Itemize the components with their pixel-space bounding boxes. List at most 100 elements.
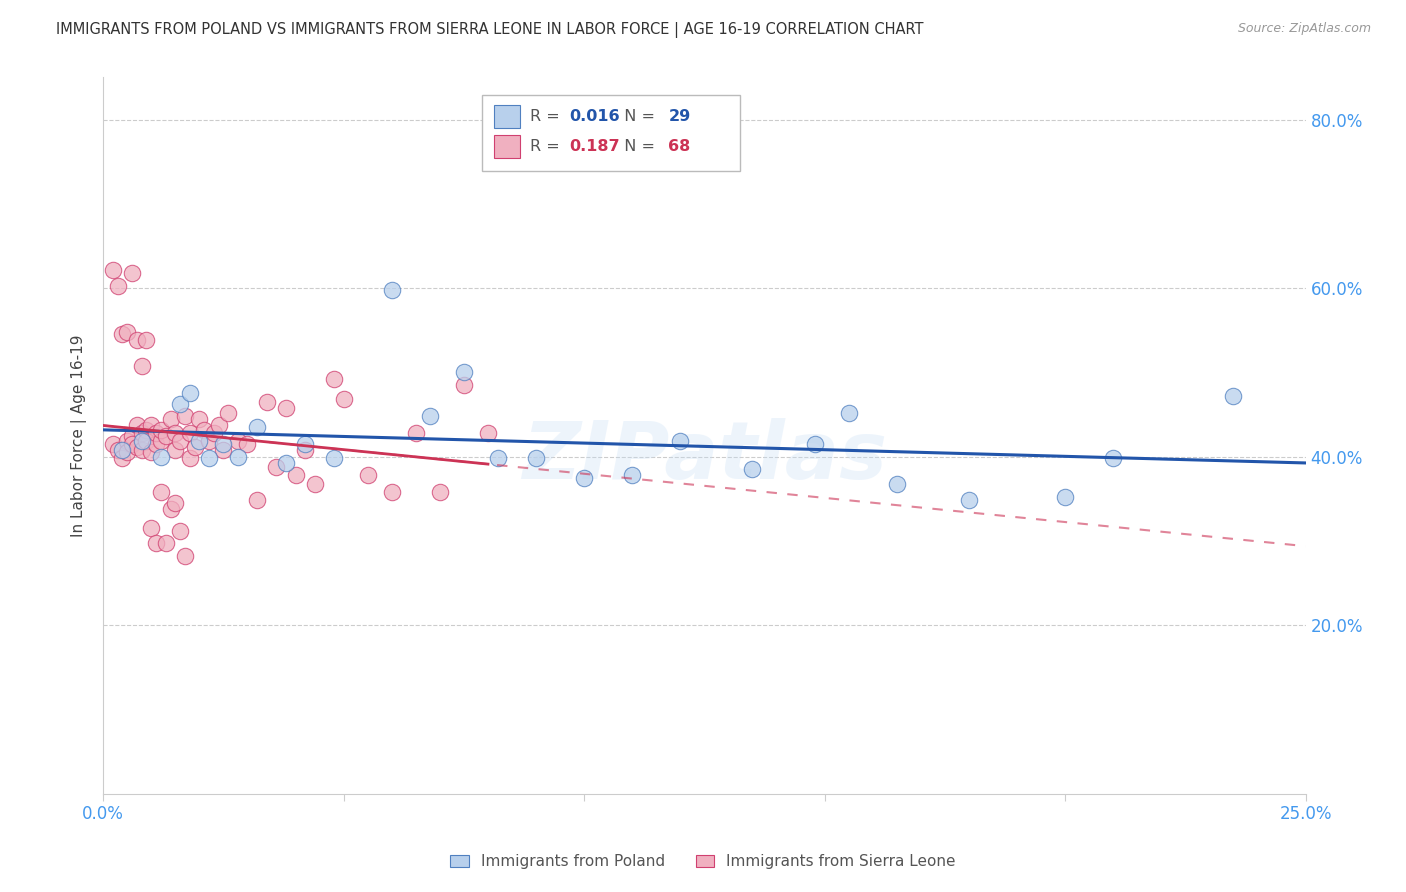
Point (174, 549, 197, 563)
Bar (494, 136, 520, 159)
Point (1054, 490, 1077, 504)
Point (198, 434, 221, 449)
Point (453, 378, 475, 392)
Point (188, 411, 211, 425)
Point (886, 476, 908, 491)
Point (145, 535, 167, 549)
Point (323, 451, 346, 466)
Point (1102, 451, 1125, 466)
Point (294, 437, 316, 451)
Point (107, 442, 129, 457)
Point (169, 397, 191, 411)
Y-axis label: In Labor Force | Age 16-19: In Labor Force | Age 16-19 (72, 334, 87, 537)
Point (226, 434, 249, 449)
Point (212, 437, 235, 451)
Point (111, 451, 134, 466)
Point (226, 450, 249, 464)
Point (159, 411, 181, 425)
Point (208, 417, 231, 432)
Point (169, 434, 191, 449)
Text: N =: N = (614, 139, 661, 154)
Point (429, 485, 451, 500)
Point (155, 535, 177, 549)
Point (804, 437, 827, 451)
Point (149, 434, 172, 449)
Point (357, 468, 380, 483)
Point (202, 425, 225, 440)
Point (159, 501, 181, 516)
Point (217, 406, 239, 420)
Point (957, 493, 980, 508)
Point (323, 372, 346, 386)
Point (121, 428, 143, 442)
Point (294, 442, 316, 457)
Point (117, 325, 139, 339)
Text: 0.016: 0.016 (569, 110, 620, 124)
Point (131, 425, 153, 440)
Point (179, 451, 201, 466)
Point (188, 434, 211, 449)
Point (838, 406, 860, 420)
Text: R =: R = (530, 110, 565, 124)
Text: IMMIGRANTS FROM POLAND VS IMMIGRANTS FROM SIERRA LEONE IN LABOR FORCE | AGE 16-1: IMMIGRANTS FROM POLAND VS IMMIGRANTS FRO… (56, 22, 924, 38)
Point (165, 425, 187, 440)
Point (266, 459, 288, 474)
Point (125, 417, 148, 432)
Point (141, 445, 163, 459)
Point (145, 425, 167, 440)
Point (246, 493, 269, 508)
Point (741, 462, 763, 476)
Point (198, 451, 221, 466)
Point (572, 471, 595, 485)
Point (135, 334, 157, 348)
Point (117, 434, 139, 449)
Point (107, 279, 129, 293)
Point (212, 442, 235, 457)
Point (179, 425, 201, 440)
Point (125, 334, 148, 348)
Point (131, 359, 153, 373)
Text: R =: R = (530, 139, 565, 154)
Point (486, 451, 509, 466)
Point (117, 445, 139, 459)
Point (1222, 389, 1244, 403)
Point (381, 485, 404, 500)
Point (193, 423, 215, 437)
Point (284, 468, 307, 483)
Point (111, 442, 134, 457)
Text: 29: 29 (668, 110, 690, 124)
Point (135, 434, 157, 449)
Text: Source: ZipAtlas.com: Source: ZipAtlas.com (1237, 22, 1371, 36)
Point (183, 440, 205, 454)
Point (621, 468, 644, 483)
Point (453, 365, 475, 379)
Point (274, 456, 297, 470)
Point (131, 434, 153, 449)
Point (669, 434, 692, 449)
Point (121, 437, 143, 451)
Point (179, 386, 201, 401)
Point (174, 409, 197, 424)
Point (236, 437, 259, 451)
Point (165, 442, 187, 457)
Point (274, 401, 297, 415)
Point (149, 485, 172, 500)
Text: 0.187: 0.187 (569, 139, 620, 154)
Point (141, 417, 163, 432)
Text: N =: N = (614, 110, 661, 124)
Legend: Immigrants from Poland, Immigrants from Sierra Leone: Immigrants from Poland, Immigrants from … (444, 848, 962, 875)
Point (477, 425, 499, 440)
Point (165, 496, 187, 510)
Point (381, 283, 404, 297)
Bar (482, 95, 741, 170)
Point (169, 524, 191, 538)
Point (419, 409, 441, 424)
Point (135, 423, 157, 437)
Point (149, 450, 172, 464)
Point (101, 262, 124, 277)
Text: 68: 68 (668, 139, 690, 154)
Point (131, 442, 153, 457)
Point (145, 437, 167, 451)
Point (111, 327, 134, 342)
Point (155, 428, 177, 442)
